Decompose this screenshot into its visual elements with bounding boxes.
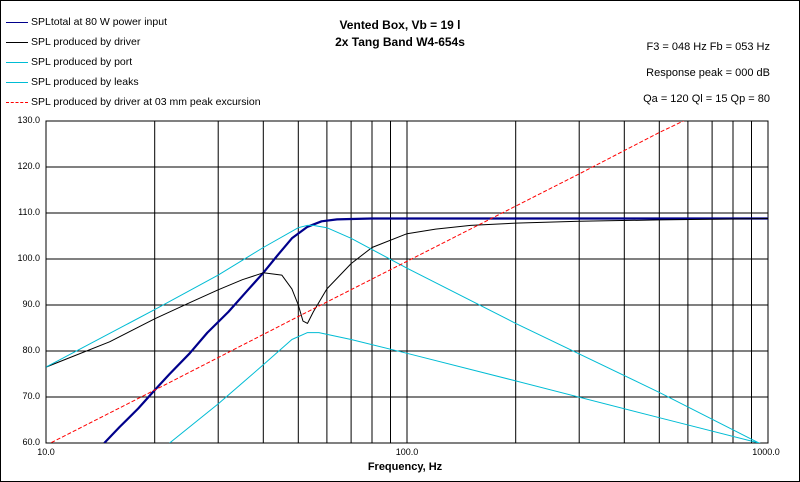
y-tick-label: 90.0 <box>22 299 40 309</box>
legend-label-driver: SPL produced by driver <box>31 36 141 48</box>
info-response-peak: Response peak = 000 dB <box>646 67 770 79</box>
legend-label-port: SPL produced by port <box>31 56 133 68</box>
series-excursion-line <box>49 121 685 443</box>
legend-swatch-excursion <box>6 101 28 103</box>
legend-item-total: SPLtotal at 80 W power input <box>6 12 261 32</box>
y-tick-label: 60.0 <box>22 437 40 447</box>
y-tick-label: 80.0 <box>22 345 40 355</box>
x-tick-label: 1000.0 <box>752 447 780 457</box>
legend-swatch-leaks <box>6 81 28 83</box>
y-tick-label: 130.0 <box>17 115 40 125</box>
legend-label-total: SPLtotal at 80 W power input <box>31 16 167 28</box>
legend-item-driver: SPL produced by driver <box>6 32 261 52</box>
legend-label-leaks: SPL produced by leaks <box>31 76 139 88</box>
series-lines <box>46 121 768 443</box>
legend-label-excursion: SPL produced by driver at 03 mm peak exc… <box>31 96 261 108</box>
y-tick-label: 100.0 <box>17 253 40 263</box>
legend-swatch-total <box>6 21 28 23</box>
x-tick-label: 10.0 <box>37 447 55 457</box>
x-tick-label: 100.0 <box>395 447 419 457</box>
x-axis-label: Frequency, Hz <box>367 461 443 473</box>
legend-item-port: SPL produced by port <box>6 52 261 72</box>
grid-lines <box>46 121 768 443</box>
info-q-values: Qa = 120 Ql = 15 Qp = 80 <box>643 93 770 105</box>
y-tick-label: 120.0 <box>17 161 40 171</box>
legend-item-leaks: SPL produced by leaks <box>6 72 261 92</box>
series-driver-line <box>46 218 768 368</box>
series-port-line <box>46 224 761 443</box>
chart-subtitle: 2x Tang Band W4-654s <box>335 35 465 49</box>
legend: SPLtotal at 80 W power input SPL produce… <box>6 12 261 112</box>
legend-swatch-driver <box>6 41 28 43</box>
info-f3-fb: F3 = 048 Hz Fb = 053 Hz <box>646 41 770 53</box>
series-total-line <box>103 217 768 443</box>
legend-item-excursion: SPL produced by driver at 03 mm peak exc… <box>6 92 261 112</box>
chart-title: Vented Box, Vb = 19 l <box>339 18 461 32</box>
info-block: F3 = 048 Hz Fb = 053 Hz Response peak = … <box>510 40 770 118</box>
series-leaks-line <box>169 332 761 443</box>
y-tick-label: 110.0 <box>18 207 40 217</box>
y-tick-label: 70.0 <box>22 391 40 401</box>
legend-swatch-port <box>6 61 28 63</box>
chart-title-block: Vented Box, Vb = 19 l 2x Tang Band W4-65… <box>270 17 530 51</box>
